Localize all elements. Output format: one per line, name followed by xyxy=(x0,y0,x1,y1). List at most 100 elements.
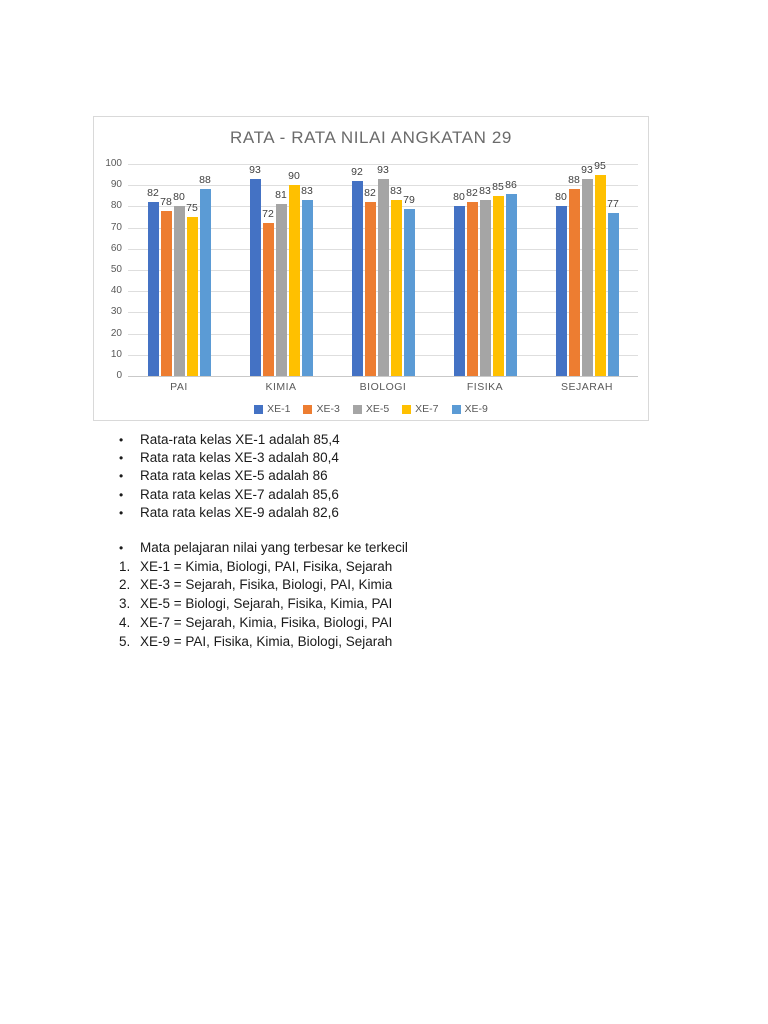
x-axis-label-kimia: KIMIA xyxy=(265,381,297,393)
ranking-item-1: 1. XE-1 = Kimia, Biologi, PAI, Fisika, Se… xyxy=(119,558,408,577)
bar-xe-3-kimia: 72 xyxy=(262,208,274,376)
averages-bullet-list: • Rata-rata kelas XE-1 adalah 85,4 • Rata r… xyxy=(119,431,340,522)
chart-title: RATA - RATA NILAI ANGKATAN 29 xyxy=(230,128,512,147)
y-tick-label-10: 10 xyxy=(110,348,122,360)
bar-xe-3-fisika: 82 xyxy=(466,187,478,376)
y-tick-label-0: 0 xyxy=(116,370,122,381)
bar-value-label: 72 xyxy=(262,208,274,221)
ranking-item-2: 2. XE-3 = Sejarah, Fisika, Biologi, PAI, … xyxy=(119,576,408,595)
bar-group-sejarah: 80 88 93 95 77 xyxy=(536,160,638,376)
average-text: Rata-rata kelas XE-1 adalah 85,4 xyxy=(140,432,340,447)
bullet-marker: • xyxy=(119,469,124,484)
ranking-text: XE-9 = PAI, Fisika, Kimia, Biologi, Seja… xyxy=(140,633,393,649)
ranking-number: 4. xyxy=(119,614,131,630)
y-tick-label-60: 60 xyxy=(110,242,122,254)
ranking-text: XE-1 = Kimia, Biologi, PAI, Fisika, Seja… xyxy=(140,558,393,574)
bar-value-label: 86 xyxy=(505,178,517,191)
bar-value-label: 80 xyxy=(173,191,185,204)
legend-item-xe-7: XE-7 xyxy=(402,403,439,415)
bar-xe-1-fisika: 80 xyxy=(453,191,465,376)
bar-xe-7-sejarah: 95 xyxy=(594,160,606,376)
bar-xe-5-biologi: 93 xyxy=(377,164,389,376)
legend-swatch-xe-7 xyxy=(402,404,412,414)
bar-value-label: 88 xyxy=(199,174,211,187)
legend-item-xe-3: XE-3 xyxy=(303,403,340,415)
bullet-marker: • xyxy=(119,433,124,447)
bar-xe-1-biologi: 92 xyxy=(351,166,363,376)
average-text: Rata rata kelas XE-9 adalah 82,6 xyxy=(140,504,339,520)
average-item-5: • Rata rata kelas XE-9 adalah 82,6 xyxy=(119,504,340,522)
bar-value-label: 83 xyxy=(390,185,402,198)
bar-xe-5-fisika: 83 xyxy=(479,185,491,376)
bar-xe-3-pai: 78 xyxy=(160,196,172,376)
average-text: Rata rata kelas XE-7 adalah 85,6 xyxy=(140,486,339,502)
legend-item-xe-9: XE-9 xyxy=(451,403,488,415)
bar-chart: RATA - RATA NILAI ANGKATAN 29 82 78 80 75 88… xyxy=(93,116,649,421)
x-axis-label-sejarah: SEJARAH xyxy=(561,381,613,393)
bullet-marker: • xyxy=(119,487,124,502)
y-tick-label-40: 40 xyxy=(110,285,122,297)
bar-value-label: 79 xyxy=(403,193,415,206)
average-item-4: • Rata rata kelas XE-7 adalah 85,6 xyxy=(119,486,340,504)
legend-swatch-xe-9 xyxy=(451,404,461,414)
legend-label: XE-7 xyxy=(415,403,439,415)
bar-xe-5-pai: 80 xyxy=(173,191,185,376)
bar-group-kimia: 93 72 81 90 83 xyxy=(230,164,332,376)
y-tick-label-100: 100 xyxy=(105,158,122,169)
ranking-text: XE-5 = Biologi, Sejarah, Fisika, Kimia, … xyxy=(140,596,393,612)
ranking-header-text: Mata pelajaran nilai yang terbesar ke te… xyxy=(140,540,408,555)
y-tick-label-50: 50 xyxy=(110,264,122,275)
bar-value-label: 77 xyxy=(607,197,619,210)
legend-label: XE-1 xyxy=(267,403,291,415)
bar-xe-3-sejarah: 88 xyxy=(568,174,580,376)
legend-item-xe-5: XE-5 xyxy=(352,403,389,415)
legend-swatch-xe-3 xyxy=(303,404,313,414)
bullet-marker: • xyxy=(119,451,124,466)
ranking-number: 2. xyxy=(119,577,131,593)
bar-xe-1-sejarah: 80 xyxy=(555,191,567,376)
ranking-item-3: 3. XE-5 = Biologi, Sejarah, Fisika, Kimia… xyxy=(119,595,408,614)
legend-swatch-xe-5 xyxy=(352,404,362,414)
bar-group-biologi: 92 82 93 83 79 xyxy=(332,164,434,376)
bar-xe-7-pai: 75 xyxy=(186,202,198,376)
ranking-text: XE-3 = Sejarah, Fisika, Biologi, PAI, Ki… xyxy=(140,577,393,593)
bar-value-label: 83 xyxy=(301,185,313,198)
y-tick-label-20: 20 xyxy=(110,327,122,339)
bullet-marker: • xyxy=(119,541,124,555)
bar-xe-7-biologi: 83 xyxy=(390,185,402,376)
bar-value-label: 80 xyxy=(555,191,567,204)
bar-value-label: 82 xyxy=(466,187,478,200)
x-axis-label-pai: PAI xyxy=(170,381,188,393)
bar-xe-1-pai: 82 xyxy=(147,187,159,376)
bar-xe-3-biologi: 82 xyxy=(364,187,376,376)
gridline-0 xyxy=(128,376,638,377)
bar-xe-1-kimia: 93 xyxy=(249,164,261,376)
bar-value-label: 82 xyxy=(364,187,376,200)
legend-label: XE-9 xyxy=(464,403,488,415)
bar-xe-9-fisika: 86 xyxy=(505,179,517,376)
bar-value-label: 93 xyxy=(581,163,593,176)
bar-value-label: 85 xyxy=(492,180,504,193)
y-tick-label-90: 90 xyxy=(110,179,122,191)
bar-value-label: 90 xyxy=(288,170,300,183)
bar-value-label: 75 xyxy=(186,202,198,214)
bar-value-label: 92 xyxy=(351,165,363,178)
bar-value-label: 93 xyxy=(377,163,389,176)
x-axis-label-biologi: BIOLOGI xyxy=(359,381,407,393)
ranking-number: 1. xyxy=(119,558,131,574)
bullet-marker: • xyxy=(119,505,124,520)
ranking-item-4: 4. XE-7 = Sejarah, Kimia, Fisika, Biologi… xyxy=(119,614,408,633)
bar-value-label: 78 xyxy=(160,195,172,208)
gridline-100 xyxy=(128,164,638,165)
ranking-item-5: 5. XE-9 = PAI, Fisika, Kimia, Biologi, Se… xyxy=(119,633,408,652)
bar-xe-5-kimia: 81 xyxy=(275,189,287,376)
bar-xe-9-sejarah: 77 xyxy=(607,198,619,376)
bar-group-fisika: 80 82 83 85 86 xyxy=(434,164,536,376)
bar-group-pai: 82 78 80 75 88 xyxy=(128,164,230,376)
average-text: Rata rata kelas XE-5 adalah 86 xyxy=(140,468,328,484)
average-text: Rata rata kelas XE-3 adalah 80,4 xyxy=(140,450,339,466)
legend-item-xe-1: XE-1 xyxy=(254,403,290,415)
y-tick-label-80: 80 xyxy=(110,200,122,212)
bar-xe-7-kimia: 90 xyxy=(288,170,300,376)
